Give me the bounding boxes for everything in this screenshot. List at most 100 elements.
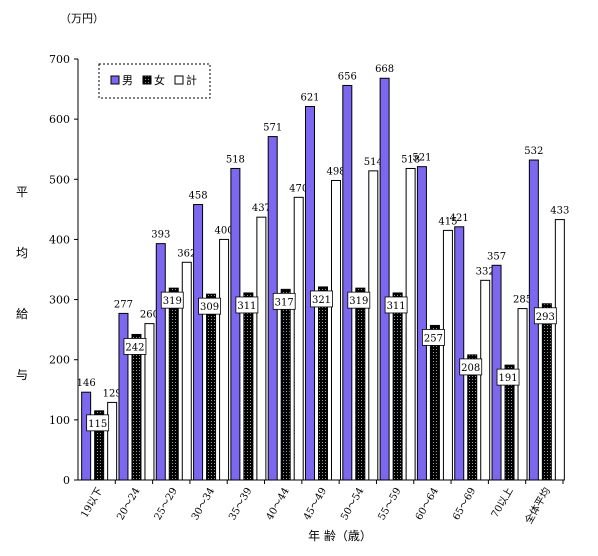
data-label-total: 400 [215,225,234,236]
bar-女 [168,287,179,481]
data-label-male: 277 [114,299,133,310]
x-tick-labels: 19以下 20～24 25～29 30～34 35～39 40～44 45～49 50～54 5… [79,485,553,526]
y-tick-label: 400 [49,233,70,246]
bar-女 [318,286,328,481]
y-axis-label-char: 均 [16,246,28,260]
bar-男 [193,204,204,481]
data-label-total: 415 [438,216,457,227]
bar-計 [480,279,491,481]
data-label-female: 311 [237,301,256,312]
x-tick-label: 20～24 [115,486,142,522]
data-label-female-box [123,338,147,355]
data-label-female: 242 [125,342,144,353]
y-tick-label: 200 [49,354,70,367]
bar-男 [81,391,92,481]
bar-女 [94,410,105,481]
data-label-male: 518 [226,154,245,165]
legend-swatch-女 [142,75,152,85]
x-axis-label: 年 齢（歳） [308,528,372,543]
data-label-male: 621 [300,93,319,104]
data-label-female-box [235,296,259,314]
bar-男 [416,166,427,481]
data-label-total: 470 [289,183,308,194]
x-tick-label: 55～59 [376,486,403,522]
x-tick-label: 60～64 [414,486,441,522]
bars: 146 129 115 277 260 242 393 362 319 458 400 309 518 4… [77,64,569,481]
data-label-total: 498 [326,166,345,177]
y-tick-label: 300 [49,294,70,307]
data-label-female-box [533,307,557,325]
data-label-female-box [496,368,520,386]
y-tick-label: 600 [49,113,70,126]
legend: 男女計 [98,63,211,99]
bar-計 [405,167,416,481]
bar-女 [392,292,403,481]
x-tick-label: 35～39 [227,486,254,522]
data-label-total: 433 [550,206,569,217]
y-axis-label-char: 与 [16,368,28,382]
data-label-female: 319 [349,296,368,307]
bar-男 [342,84,353,481]
x-tick-label: 45～49 [302,486,329,522]
y-axis-label-char: 平 [16,185,28,199]
bar-計 [144,323,155,481]
legend-label-女: 女 [154,73,165,87]
bar-男 [155,243,166,481]
x-tick-label: 全体平均 [522,485,553,526]
data-label-female: 191 [498,373,517,384]
bar-計 [442,229,453,481]
data-label-male: 656 [338,71,357,82]
data-label-male: 421 [450,213,469,224]
data-label-female: 293 [536,312,555,323]
x-tick-label: 65～69 [451,486,478,522]
data-label-female-box [272,292,296,310]
bar-女 [206,293,217,481]
data-label-male: 532 [524,146,543,157]
y-tick-label: 700 [49,53,70,66]
data-label-male: 357 [487,251,506,262]
data-label-male: 668 [375,64,394,75]
data-label-total: 437 [252,203,271,214]
data-label-male: 146 [77,378,96,389]
data-label-female-box [198,297,221,315]
bar-計 [554,219,565,481]
legend-label-計: 計 [186,73,197,87]
data-label-total: 285 [513,295,532,306]
bar-男 [230,167,241,481]
bar-男 [454,226,465,481]
unit-label: （万円） [60,12,104,25]
data-label-male: 571 [263,123,282,134]
y-axis-label-char: 給 [16,307,28,321]
bar-計 [331,179,341,481]
x-tick-label: 25～29 [153,486,180,522]
data-label-total: 260 [140,310,159,321]
bar-計 [293,196,304,481]
bar-女 [467,354,478,481]
bar-女 [280,288,291,481]
bar-女 [131,333,142,481]
bar-女 [355,287,366,481]
bar-計 [219,238,230,481]
bar-男 [118,312,129,481]
bar-女 [243,292,254,481]
data-label-female-box [459,358,483,376]
legend-swatch-計 [174,75,184,85]
data-label-female-box [384,296,408,314]
bar-計 [181,261,192,481]
x-tick-label: 70以上 [489,486,516,520]
y-tick-label: 0 [63,474,70,487]
data-label-female: 257 [424,333,443,344]
bar-男 [379,77,390,481]
data-label-female-box [160,291,184,309]
data-label-total: 362 [177,248,196,259]
data-label-female: 321 [312,295,331,306]
bar-計 [256,216,267,481]
bar-女 [504,364,515,481]
data-label-female: 115 [88,419,107,430]
data-label-male: 393 [151,230,170,241]
data-label-female-box [310,290,333,308]
x-tick-label: 40～44 [265,486,292,522]
data-label-total: 129 [103,388,122,399]
